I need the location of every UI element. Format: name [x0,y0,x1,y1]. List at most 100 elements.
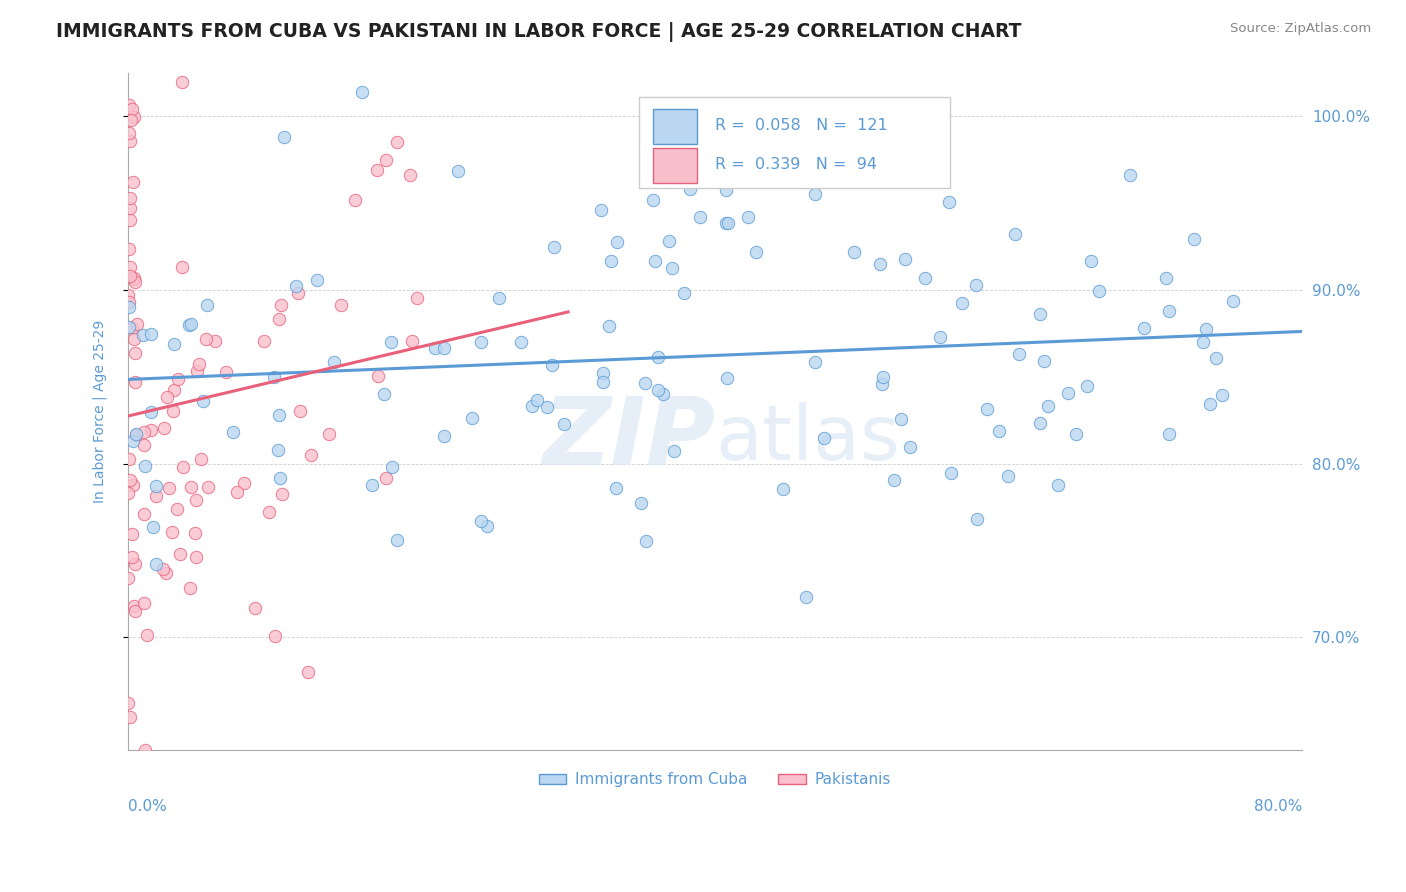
Point [172,459,194,474]
Point [299,448,322,462]
Point [135,628,157,642]
Point [592,366,614,380]
Point [343,193,366,207]
Point [285,278,308,293]
Legend: Immigrants from Cuba, Pakistanis: Immigrants from Cuba, Pakistanis [533,766,897,793]
Point [1159,304,1181,318]
Point [869,258,891,272]
Point [745,245,768,260]
Point [307,273,329,287]
Point [120,474,142,488]
Point [134,507,156,521]
Point [606,235,628,249]
Point [118,213,141,227]
Point [605,481,627,495]
Point [118,98,141,112]
Point [270,487,292,501]
Point [145,558,167,572]
Point [1192,334,1215,349]
Point [636,533,658,548]
Point [127,317,149,331]
Point [124,558,146,572]
Point [166,502,188,516]
Point [630,496,652,510]
Point [122,599,145,614]
Point [118,126,141,140]
Point [122,478,145,492]
Point [120,709,142,723]
Point [716,216,738,230]
Point [657,234,679,248]
Point [510,335,533,350]
Point [197,481,219,495]
Y-axis label: In Labor Force | Age 25-29: In Labor Force | Age 25-29 [93,320,107,503]
Point [1199,397,1222,411]
Point [661,260,683,275]
Text: IMMIGRANTS FROM CUBA VS PAKISTANI IN LABOR FORCE | AGE 25-29 CORRELATION CHART: IMMIGRANTS FROM CUBA VS PAKISTANI IN LAB… [56,22,1022,42]
Point [180,318,202,332]
Point [1057,385,1080,400]
Point [121,549,143,564]
Point [132,327,155,342]
Point [124,111,146,125]
Point [446,164,468,178]
Point [122,332,145,346]
FancyBboxPatch shape [652,148,697,184]
Point [120,201,142,215]
Text: R =  0.058   N =  121: R = 0.058 N = 121 [714,118,887,133]
Point [142,520,165,534]
Point [215,365,238,379]
Point [997,468,1019,483]
Point [1008,347,1031,361]
Point [160,525,183,540]
Point [269,471,291,485]
Point [941,466,963,480]
Point [938,194,960,209]
Point [914,270,936,285]
Point [872,370,894,384]
Point [634,376,657,391]
Point [1119,168,1142,182]
Point [367,368,389,383]
Point [145,489,167,503]
Point [716,371,738,385]
Point [152,562,174,576]
Point [398,168,420,182]
Point [950,295,973,310]
Point [543,240,565,254]
Point [804,186,827,201]
Point [172,75,194,89]
Point [159,481,181,495]
Point [117,696,139,710]
Point [1076,378,1098,392]
Point [122,271,145,285]
Point [180,480,202,494]
Point [318,427,340,442]
Point [1004,227,1026,242]
Point [169,547,191,561]
Point [120,113,142,128]
Point [679,182,702,196]
Point [330,298,353,312]
Point [120,134,142,148]
Point [433,429,456,443]
Point [1157,426,1180,441]
Point [183,526,205,541]
Point [813,431,835,445]
Point [401,334,423,348]
Point [536,400,558,414]
Point [647,383,669,397]
Point [257,505,280,519]
Point [132,597,155,611]
Point [120,260,142,274]
Point [117,242,139,256]
Point [186,364,208,378]
Point [297,665,319,679]
Point [976,401,998,416]
Point [193,393,215,408]
Point [842,245,865,260]
Point [163,336,186,351]
Point [172,260,194,275]
Point [965,278,987,293]
Point [929,330,952,344]
